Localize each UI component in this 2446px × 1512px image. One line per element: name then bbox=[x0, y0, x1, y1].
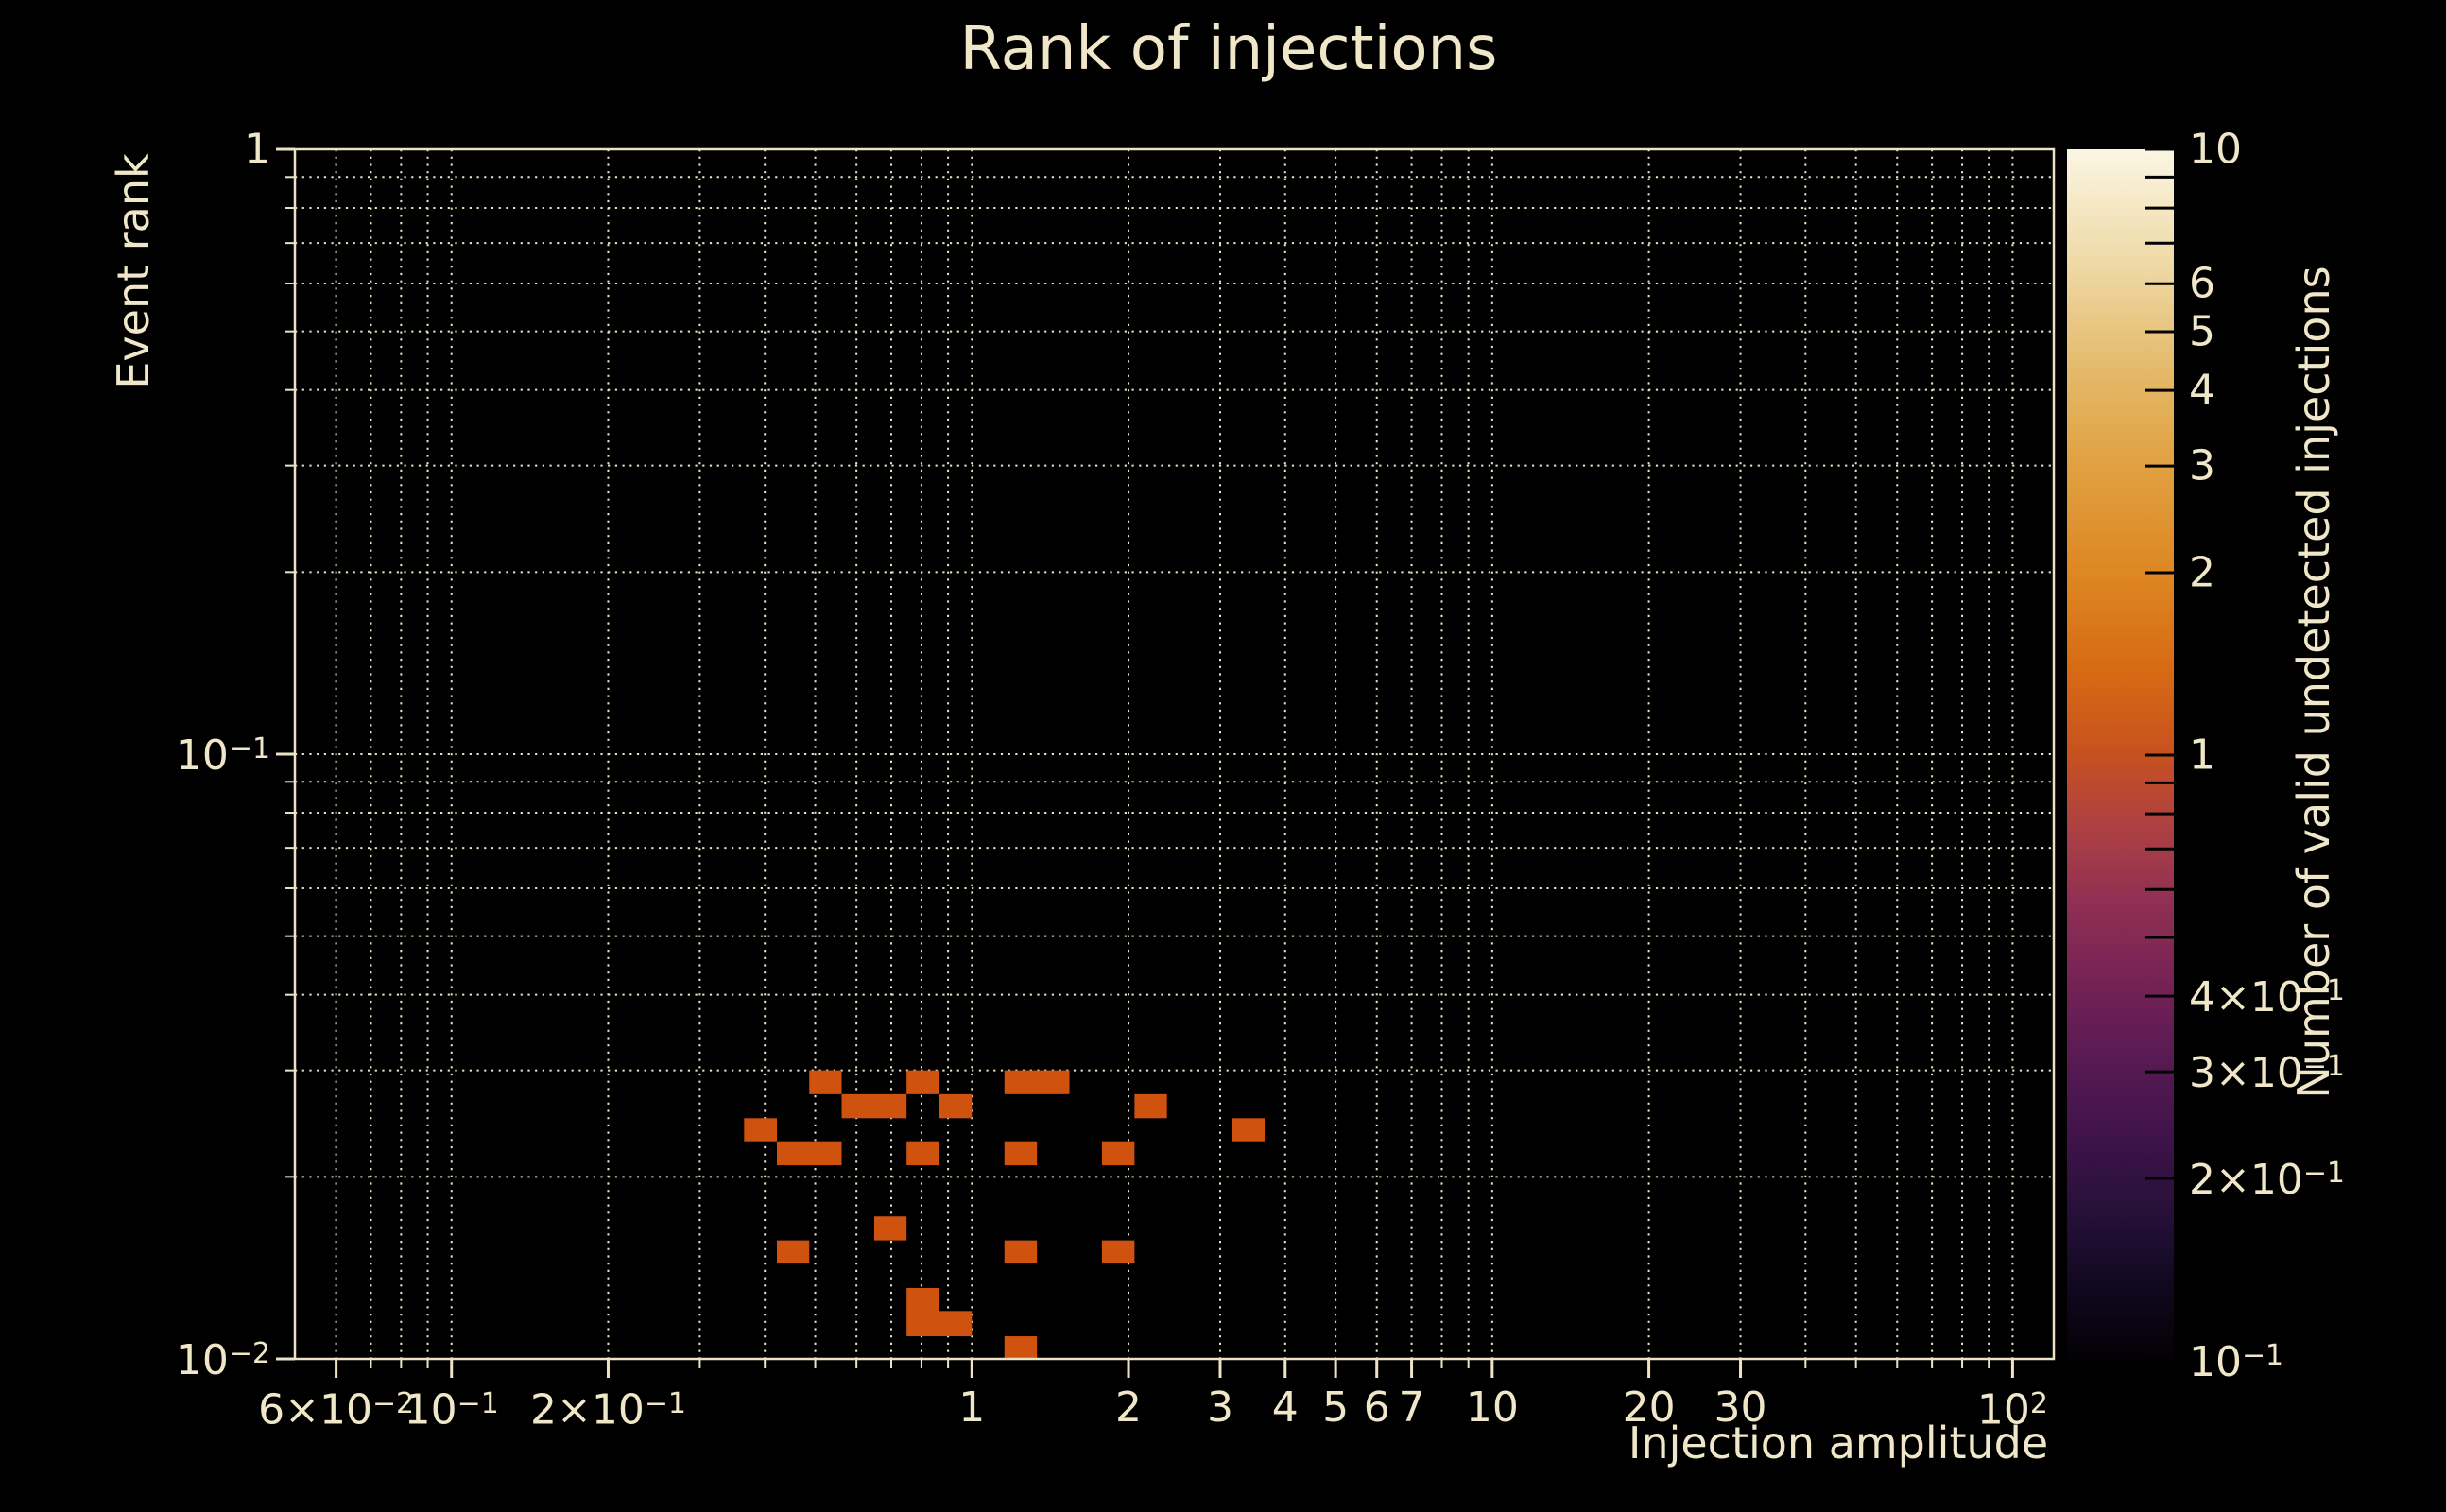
x-tick-label: 5 bbox=[1322, 1383, 1350, 1432]
heatmap-cell bbox=[906, 1287, 939, 1337]
heatmap-cell bbox=[1004, 1070, 1070, 1094]
heatmap-cell bbox=[1004, 1336, 1038, 1359]
heatmap-cell bbox=[939, 1311, 973, 1337]
y-tick-label: 10−2 bbox=[175, 1335, 270, 1384]
colorbar-tick-label: 5 bbox=[2189, 307, 2215, 356]
chart-title: Rank of injections bbox=[959, 14, 1498, 84]
x-tick-label: 30 bbox=[1714, 1383, 1767, 1432]
heatmap-cell bbox=[906, 1141, 939, 1166]
x-tick-label: 7 bbox=[1398, 1383, 1425, 1432]
heatmap-cell bbox=[906, 1070, 939, 1094]
y-axis-label: Event rank bbox=[108, 153, 159, 389]
heatmap-cell bbox=[1101, 1141, 1135, 1166]
colorbar-tick-label: 10−1 bbox=[2189, 1337, 2284, 1386]
heatmap-cell bbox=[1232, 1118, 1265, 1142]
colorbar-tick-label: 2×10−1 bbox=[2189, 1155, 2345, 1204]
colorbar-tick-label: 4 bbox=[2189, 366, 2215, 415]
y-tick-label: 10−1 bbox=[175, 730, 270, 780]
x-tick-label: 3 bbox=[1206, 1383, 1233, 1432]
heatmap-cell bbox=[841, 1093, 907, 1119]
x-axis-label: Injection amplitude bbox=[1628, 1418, 2049, 1469]
x-tick-label: 10−1 bbox=[404, 1385, 499, 1435]
x-tick-label: 2×10−1 bbox=[529, 1385, 686, 1435]
x-tick-label: 10 bbox=[1465, 1383, 1519, 1432]
colorbar-tick-label: 3 bbox=[2189, 441, 2215, 490]
heatmap-cell bbox=[1004, 1141, 1038, 1166]
x-tick-label: 1 bbox=[958, 1383, 986, 1432]
x-tick-label: 102 bbox=[1976, 1385, 2048, 1435]
plot-frame bbox=[293, 147, 2056, 1361]
heatmap-cell bbox=[777, 1240, 810, 1263]
x-tick-label: 4 bbox=[1271, 1383, 1299, 1432]
x-tick-label: 6 bbox=[1363, 1383, 1390, 1432]
heatmap-cell bbox=[939, 1093, 973, 1119]
heatmap-cell bbox=[1004, 1240, 1038, 1263]
x-tick-label: 6×10−2 bbox=[258, 1385, 415, 1435]
x-tick-label: 2 bbox=[1115, 1383, 1143, 1432]
x-tick-label: 20 bbox=[1622, 1383, 1676, 1432]
colorbar-tick-label: 6 bbox=[2189, 259, 2215, 308]
colorbar-tick-label: 3×10−1 bbox=[2189, 1048, 2345, 1097]
colorbar-tick-label: 4×10−1 bbox=[2189, 972, 2345, 1022]
colorbar-tick-label: 2 bbox=[2189, 548, 2215, 597]
colorbar-tick-label: 1 bbox=[2189, 730, 2215, 780]
heatmap-cell bbox=[777, 1141, 842, 1166]
heatmap-cell bbox=[1101, 1240, 1135, 1263]
heatmap-cell bbox=[873, 1216, 907, 1241]
heatmap-cell bbox=[744, 1118, 778, 1142]
y-tick-label: 1 bbox=[244, 125, 270, 174]
heatmap-cell bbox=[809, 1070, 842, 1094]
colorbar-tick-label: 10 bbox=[2189, 125, 2242, 174]
heatmap-cell bbox=[1134, 1093, 1167, 1119]
